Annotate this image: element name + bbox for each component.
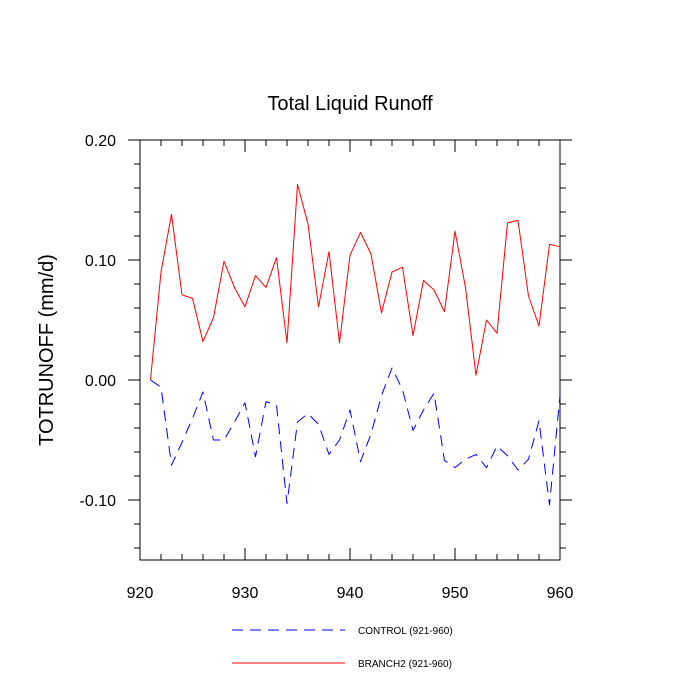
x-tick-label: 950: [442, 585, 469, 602]
series-line-branch2: [150, 183, 561, 381]
x-tick-label: 940: [337, 585, 364, 602]
x-tick-label: 920: [127, 585, 154, 602]
plot-frame: [139, 139, 561, 561]
x-tick-label: 960: [547, 585, 574, 602]
y-tick-label: 0.20: [85, 133, 116, 150]
legend-label: BRANCH2 (921-960): [358, 659, 452, 670]
y-axis-label: TOTRUNOFF (mm/d): [36, 254, 58, 446]
y-tick-label: 0.10: [85, 253, 116, 270]
series-lines: [150, 183, 561, 506]
chart-title: Total Liquid Runoff: [267, 93, 433, 115]
y-tick-label: 0.00: [85, 373, 116, 390]
x-tick-label: 930: [232, 585, 259, 602]
y-tick-label: -0.10: [80, 493, 117, 510]
series-line-control: [150, 367, 561, 506]
legend: CONTROL (921-960) BRANCH2 (921-960): [232, 626, 453, 670]
legend-label: CONTROL (921-960): [358, 626, 453, 637]
axes: 920 930 940 950 960 -0.10 0.00 0.10 0.20: [80, 133, 574, 602]
